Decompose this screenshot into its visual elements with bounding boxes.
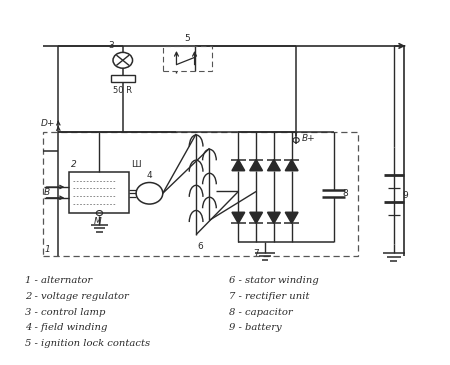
Bar: [69, 172, 130, 213]
Polygon shape: [268, 160, 280, 171]
Text: 9 - battery: 9 - battery: [230, 323, 282, 333]
Polygon shape: [268, 212, 280, 223]
Text: 3 - control lamp: 3 - control lamp: [25, 308, 105, 316]
Text: 7 - rectifier unit: 7 - rectifier unit: [230, 292, 310, 301]
Polygon shape: [232, 160, 245, 171]
Polygon shape: [285, 212, 298, 223]
Text: 8 - capacitor: 8 - capacitor: [230, 308, 293, 316]
Text: D+: D+: [40, 119, 55, 128]
Text: М: М: [93, 217, 101, 226]
Text: 2: 2: [71, 160, 77, 169]
Text: B: B: [44, 188, 50, 197]
Text: 6: 6: [198, 242, 203, 251]
Text: 9: 9: [403, 191, 409, 200]
Bar: [111, 75, 135, 82]
Text: 1 - alternator: 1 - alternator: [25, 276, 92, 285]
Text: 5: 5: [184, 34, 190, 43]
Polygon shape: [232, 212, 245, 223]
Text: 2 - voltage regulator: 2 - voltage regulator: [25, 292, 129, 301]
Text: 7: 7: [253, 249, 259, 258]
Text: 6 - stator winding: 6 - stator winding: [230, 276, 319, 285]
Text: Ш: Ш: [131, 160, 141, 169]
Text: 50 R: 50 R: [113, 86, 132, 95]
Text: B+: B+: [302, 134, 315, 143]
Text: 1: 1: [45, 245, 51, 254]
Text: 8: 8: [342, 189, 348, 198]
Polygon shape: [250, 212, 262, 223]
Polygon shape: [250, 160, 262, 171]
Polygon shape: [285, 160, 298, 171]
Text: 4 - field winding: 4 - field winding: [25, 323, 108, 333]
Text: 5 - ignition lock contacts: 5 - ignition lock contacts: [25, 339, 150, 348]
Text: 4: 4: [147, 170, 152, 180]
Text: 3: 3: [108, 41, 114, 50]
